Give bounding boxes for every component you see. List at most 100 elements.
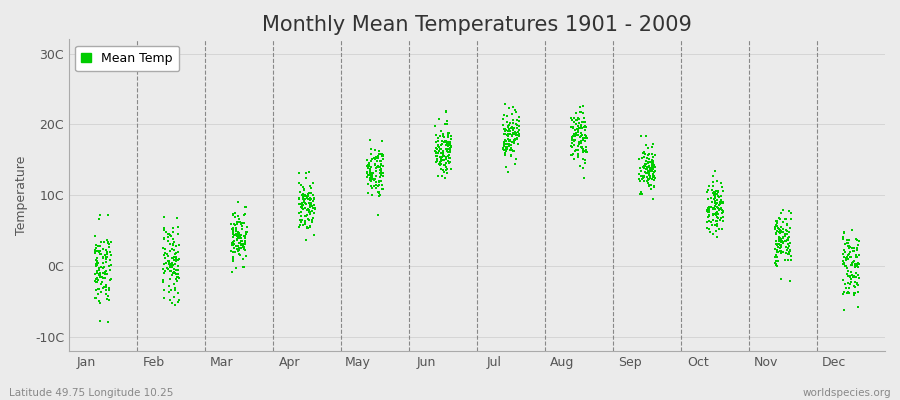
Point bbox=[709, 228, 724, 234]
Point bbox=[850, 242, 865, 249]
Point bbox=[564, 136, 579, 142]
Point bbox=[577, 156, 591, 163]
Point bbox=[304, 185, 319, 191]
Point bbox=[504, 146, 518, 153]
Point bbox=[238, 234, 252, 240]
Point bbox=[166, 240, 180, 247]
Point bbox=[94, 238, 108, 245]
Point bbox=[499, 137, 513, 144]
Point bbox=[375, 156, 390, 162]
Point bbox=[497, 147, 511, 153]
Point bbox=[298, 205, 312, 211]
Point bbox=[157, 270, 171, 276]
Point bbox=[509, 124, 524, 131]
Point bbox=[226, 211, 240, 217]
Point bbox=[642, 151, 656, 158]
Point bbox=[511, 140, 526, 147]
Point bbox=[367, 154, 382, 161]
Point bbox=[295, 192, 310, 199]
Point bbox=[166, 225, 180, 231]
Point bbox=[711, 215, 725, 221]
Point bbox=[364, 171, 378, 178]
Point bbox=[840, 256, 854, 262]
Point bbox=[711, 206, 725, 212]
Point bbox=[771, 249, 786, 255]
Point bbox=[226, 258, 240, 264]
Point bbox=[168, 287, 183, 293]
Point bbox=[225, 226, 239, 233]
Point bbox=[775, 238, 789, 244]
Point bbox=[645, 160, 660, 167]
Point bbox=[297, 213, 311, 219]
Point bbox=[645, 162, 660, 168]
Point bbox=[566, 124, 580, 130]
Point bbox=[374, 158, 388, 164]
Point bbox=[171, 271, 185, 277]
Point bbox=[169, 243, 184, 250]
Point bbox=[708, 211, 723, 218]
Point bbox=[374, 160, 389, 167]
Point bbox=[294, 219, 309, 226]
Point bbox=[837, 254, 851, 260]
Point bbox=[498, 125, 512, 132]
Point bbox=[171, 274, 185, 280]
Point bbox=[158, 228, 173, 235]
Point bbox=[162, 276, 176, 282]
Point bbox=[644, 165, 659, 171]
Point bbox=[93, 270, 107, 276]
Point bbox=[836, 261, 850, 267]
Point bbox=[368, 172, 382, 179]
Point bbox=[568, 133, 582, 140]
Point bbox=[716, 188, 730, 194]
Point bbox=[165, 246, 179, 252]
Point bbox=[498, 152, 512, 158]
Point bbox=[170, 278, 184, 285]
Point bbox=[160, 265, 175, 271]
Point bbox=[166, 261, 181, 268]
Point bbox=[502, 104, 517, 111]
Point bbox=[496, 122, 510, 128]
Point bbox=[848, 264, 862, 271]
Point bbox=[158, 268, 172, 274]
Point bbox=[836, 234, 850, 240]
Point bbox=[298, 220, 312, 226]
Point bbox=[574, 132, 589, 138]
Point bbox=[499, 148, 513, 154]
Point bbox=[709, 214, 724, 220]
Point bbox=[769, 261, 783, 268]
Point bbox=[227, 241, 241, 247]
Point bbox=[642, 182, 656, 189]
Point bbox=[839, 257, 853, 264]
Point bbox=[371, 153, 385, 159]
Point bbox=[307, 196, 321, 202]
Point bbox=[770, 263, 784, 269]
Point bbox=[851, 261, 866, 268]
Point bbox=[574, 138, 589, 144]
Point bbox=[778, 232, 792, 239]
Point bbox=[576, 110, 590, 116]
Point bbox=[567, 119, 581, 125]
Point bbox=[172, 297, 186, 303]
Point bbox=[774, 242, 788, 248]
Point bbox=[579, 124, 593, 130]
Point bbox=[92, 216, 106, 222]
Point bbox=[569, 147, 583, 154]
Point bbox=[637, 163, 652, 169]
Point bbox=[706, 189, 720, 196]
Point bbox=[509, 122, 524, 128]
Point bbox=[570, 117, 584, 123]
Point bbox=[301, 196, 315, 202]
Point bbox=[773, 250, 788, 257]
Point bbox=[298, 221, 312, 227]
Point bbox=[707, 222, 722, 228]
Point bbox=[237, 246, 251, 252]
Point bbox=[294, 204, 309, 211]
Point bbox=[500, 144, 514, 150]
Point bbox=[361, 165, 375, 171]
Point bbox=[845, 262, 859, 268]
Point bbox=[231, 229, 246, 236]
Point bbox=[98, 252, 112, 258]
Point bbox=[373, 174, 387, 180]
Point bbox=[783, 248, 797, 254]
Point bbox=[849, 274, 863, 280]
